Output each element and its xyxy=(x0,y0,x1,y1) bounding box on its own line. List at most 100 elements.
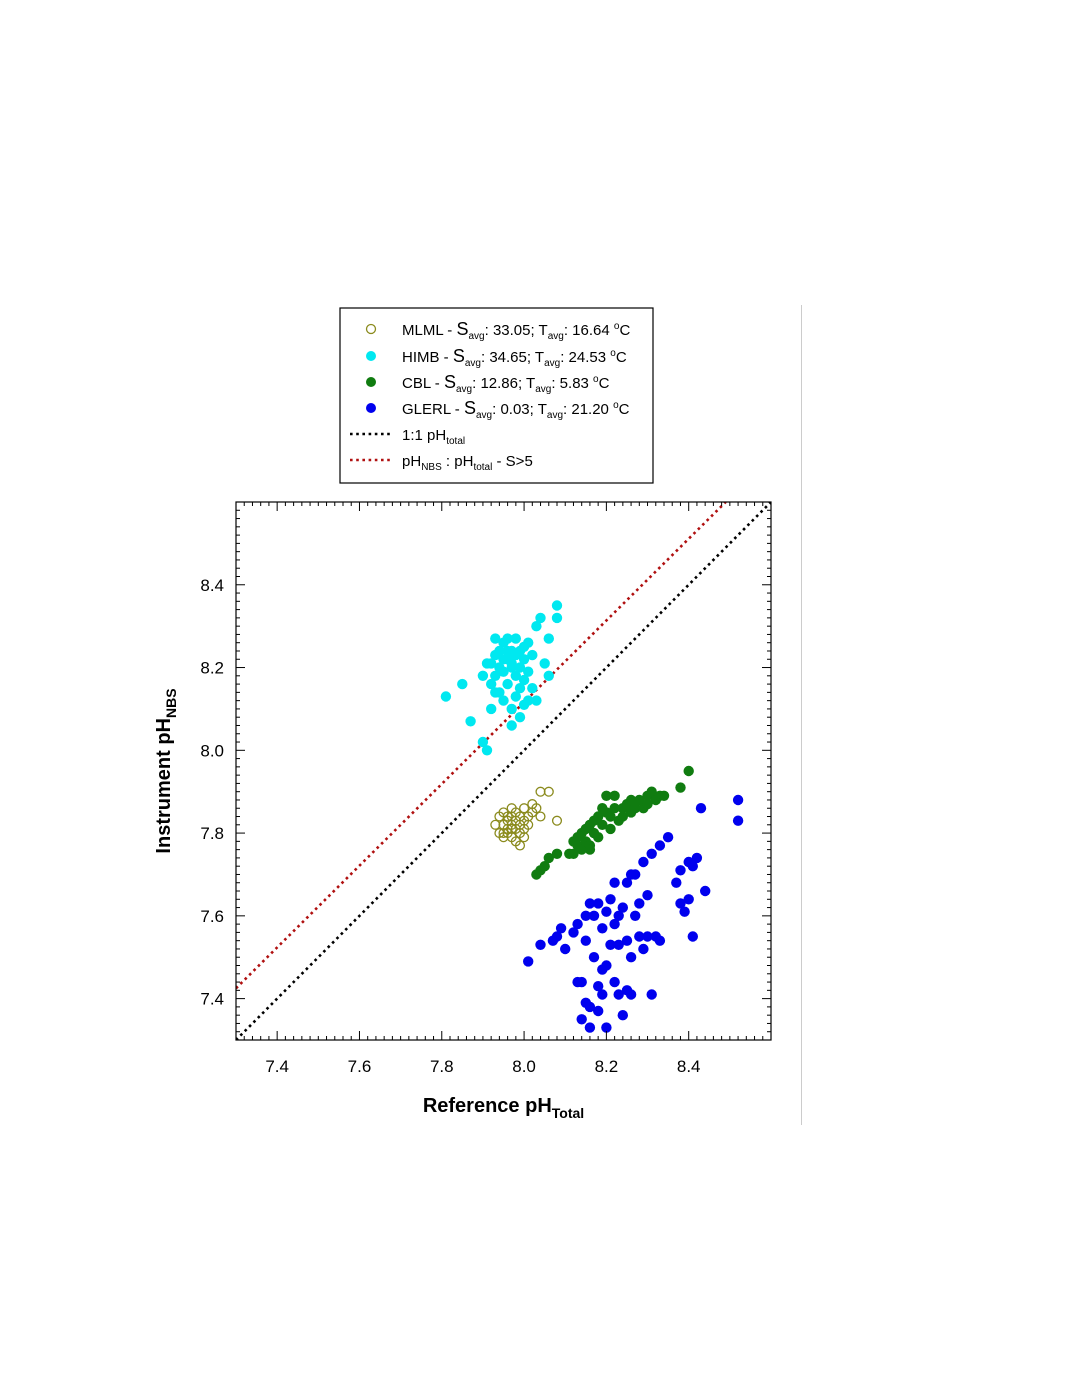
data-point-glerl xyxy=(687,861,698,872)
data-point-himb xyxy=(518,674,530,686)
y-tick-label: 7.4 xyxy=(200,990,224,1009)
data-point-himb xyxy=(486,678,497,690)
data-point-himb xyxy=(440,691,452,702)
data-point-glerl xyxy=(560,943,571,955)
data-point-mlml xyxy=(551,815,563,826)
legend-item-4: 1:1 pHtotal xyxy=(350,427,465,447)
plot-inner xyxy=(236,502,771,1040)
data-point-glerl xyxy=(555,923,567,934)
x-tick-label: 7.6 xyxy=(348,1057,372,1076)
legend-text-part: avg xyxy=(535,384,551,395)
data-point-glerl xyxy=(593,898,604,909)
page-separator-line xyxy=(801,305,802,1125)
data-point-himb xyxy=(502,678,513,690)
data-point-glerl xyxy=(638,856,649,868)
y-tick-label: 7.8 xyxy=(200,824,224,843)
data-point-cbl xyxy=(625,794,637,806)
legend-text-part: avg xyxy=(468,331,484,342)
data-point-cbl xyxy=(576,844,587,855)
data-point-mlml xyxy=(519,803,530,814)
legend-text-part: NBS xyxy=(421,462,442,473)
legend-text-part: S xyxy=(444,372,456,392)
legend-text-part: S xyxy=(456,319,468,339)
data-point-glerl xyxy=(625,952,637,963)
x-tick-label: 8.4 xyxy=(677,1057,701,1076)
legend-s-avg: : 0.03 xyxy=(492,401,530,418)
legend-t-avg: : 24.53 xyxy=(560,349,610,366)
legend-text-part: o xyxy=(610,348,616,359)
data-point-glerl xyxy=(683,894,694,905)
data-point-himb xyxy=(510,633,521,644)
data-point-cbl xyxy=(597,803,608,814)
data-point-cbl xyxy=(543,852,554,864)
data-point-cbl xyxy=(605,823,616,835)
data-point-himb xyxy=(531,695,542,706)
legend-text-part: - xyxy=(440,349,453,366)
legend-item-1: HIMB - Savg: 34.65; Tavg: 24.53 oC xyxy=(366,346,627,369)
data-point-mlml xyxy=(506,823,517,834)
legend-marker xyxy=(365,323,377,335)
data-point-glerl xyxy=(609,877,620,888)
data-point-himb xyxy=(498,695,509,706)
x-axis-title-sub: Total xyxy=(552,1105,584,1121)
x-tick-label: 8.2 xyxy=(595,1057,619,1076)
reference-line-0 xyxy=(236,502,771,1040)
legend-s-avg: : 12.86 xyxy=(472,375,518,392)
data-point-himb xyxy=(498,654,509,665)
y-axis-title-sub: NBS xyxy=(163,688,179,718)
legend-label: CBL - Savg: 12.86; Tavg: 5.83 oC xyxy=(402,372,610,395)
legend-text-part: C xyxy=(619,401,630,418)
legend-marker xyxy=(366,351,376,361)
legend-text-part: avg xyxy=(465,358,481,369)
data-point-glerl xyxy=(535,939,546,950)
data-point-himb xyxy=(506,662,517,673)
x-axis-title-main: Reference pH xyxy=(423,1095,552,1117)
legend-text-part: C xyxy=(599,375,610,392)
data-point-glerl xyxy=(625,989,637,1000)
data-point-himb xyxy=(531,621,542,632)
data-point-himb xyxy=(527,649,538,661)
data-point-glerl xyxy=(576,976,587,988)
data-point-himb xyxy=(506,720,517,731)
legend-series-name: CBL xyxy=(402,375,431,392)
data-point-cbl xyxy=(683,765,694,777)
data-point-himb xyxy=(494,687,505,698)
data-point-glerl xyxy=(588,952,600,963)
data-point-glerl xyxy=(613,910,624,921)
data-point-mlml xyxy=(519,832,530,843)
data-point-glerl xyxy=(609,976,620,988)
legend-s-avg: : 34.65 xyxy=(481,349,527,366)
data-point-himb xyxy=(490,670,501,681)
data-point-himb xyxy=(510,691,521,702)
data-point-mlml xyxy=(498,828,509,839)
x-axis-title: Reference pHTotal xyxy=(423,1095,584,1121)
data-point-mlml xyxy=(543,786,554,797)
data-point-glerl xyxy=(588,910,600,921)
data-point-himb xyxy=(514,683,526,694)
data-point-himb xyxy=(514,662,526,673)
data-point-cbl xyxy=(568,848,579,859)
x-tick-label: 8.0 xyxy=(512,1057,536,1076)
data-point-glerl xyxy=(593,981,604,992)
legend-s-avg: : 33.05 xyxy=(485,322,531,339)
legend-label: 1:1 pHtotal xyxy=(402,427,465,447)
data-point-glerl xyxy=(617,902,628,913)
data-point-mlml xyxy=(490,819,501,830)
legend-label: HIMB - Savg: 34.65; Tavg: 24.53 oC xyxy=(402,346,627,369)
legend-series-name: HIMB xyxy=(402,349,440,366)
data-point-glerl xyxy=(695,803,707,814)
data-point-cbl xyxy=(597,819,608,830)
data-point-glerl xyxy=(687,931,698,942)
data-point-cbl xyxy=(593,811,604,822)
legend-text-part: - xyxy=(451,401,464,418)
data-point-glerl xyxy=(580,935,591,946)
y-tick-label: 8.2 xyxy=(200,659,224,678)
legend-text-part: total xyxy=(446,436,465,447)
legend-text-part: S xyxy=(453,346,465,366)
data-point-himb xyxy=(457,678,468,690)
data-point-himb xyxy=(486,703,497,715)
data-point-glerl xyxy=(568,927,579,938)
data-point-himb xyxy=(502,633,513,644)
legend-text-part: C xyxy=(616,349,627,366)
data-point-cbl xyxy=(593,832,604,843)
